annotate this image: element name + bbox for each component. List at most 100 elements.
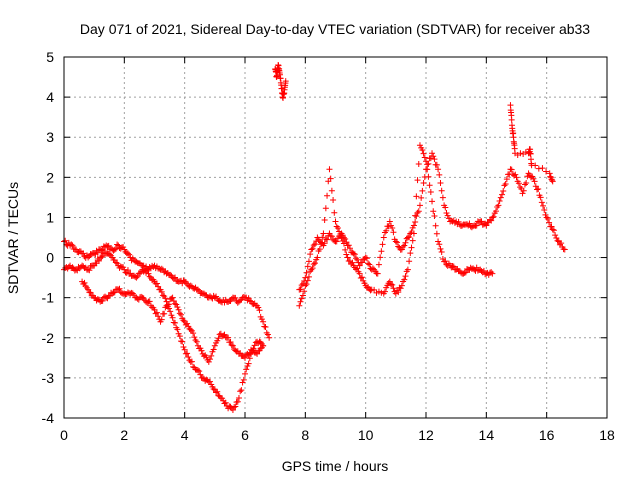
x-tick-label: 18 — [599, 427, 615, 443]
y-tick-label: 2 — [46, 169, 54, 185]
data-point — [340, 240, 347, 247]
data-point — [419, 187, 426, 194]
data-point — [185, 353, 192, 360]
data-point — [449, 263, 456, 270]
data-point — [188, 358, 195, 365]
data-point — [301, 288, 308, 295]
y-tick-label: -1 — [42, 290, 55, 306]
data-point — [513, 174, 520, 181]
data-point — [353, 255, 360, 262]
data-point — [344, 254, 351, 261]
data-point — [531, 178, 538, 185]
data-point — [242, 370, 248, 377]
data-point — [264, 331, 271, 338]
data-point — [432, 222, 439, 229]
data-point — [419, 146, 426, 153]
data-point — [380, 234, 387, 241]
data-point — [543, 214, 550, 221]
data-point — [339, 237, 346, 244]
data-point — [324, 236, 331, 243]
data-point — [69, 264, 76, 271]
data-point — [302, 282, 309, 289]
data-point — [406, 233, 413, 240]
data-point — [95, 257, 102, 264]
data-point — [519, 190, 526, 197]
data-point — [305, 258, 312, 265]
data-point — [444, 212, 451, 219]
data-point — [197, 371, 204, 378]
data-point — [266, 334, 273, 341]
data-point — [558, 240, 565, 247]
data-point — [322, 235, 329, 242]
data-point — [517, 150, 524, 157]
data-point — [404, 234, 411, 241]
data-point — [164, 301, 171, 308]
data-point — [234, 398, 241, 405]
data-point — [427, 189, 434, 196]
data-point — [438, 249, 445, 256]
data-point — [478, 218, 485, 225]
data-point — [297, 286, 304, 293]
data-point — [228, 342, 235, 349]
data-point — [416, 142, 423, 149]
data-point — [330, 196, 337, 203]
data-point — [194, 367, 201, 374]
y-axis-label: SDTVAR / TECUs — [5, 182, 21, 294]
data-point — [520, 187, 527, 194]
data-point — [333, 238, 340, 245]
data-point — [133, 274, 140, 281]
data-point — [395, 289, 402, 296]
data-point — [423, 158, 429, 165]
data-point — [503, 176, 510, 183]
data-point — [547, 173, 554, 180]
data-point — [435, 238, 442, 245]
data-point — [544, 215, 551, 222]
data-point — [420, 180, 427, 187]
data-point — [302, 274, 309, 281]
data-point — [404, 266, 411, 273]
data-point — [363, 255, 370, 262]
data-point — [415, 208, 422, 215]
data-point — [442, 204, 449, 211]
data-point — [366, 261, 373, 268]
data-point — [238, 387, 245, 394]
data-point — [537, 194, 544, 201]
data-point — [553, 235, 560, 242]
data-point — [532, 162, 539, 169]
data-point — [483, 222, 490, 229]
data-point — [111, 246, 118, 253]
data-point — [554, 237, 561, 244]
data-point — [176, 333, 183, 340]
data-point — [124, 250, 131, 257]
data-point — [232, 403, 239, 410]
data-point — [114, 241, 121, 248]
data-point — [356, 270, 363, 277]
data-point — [377, 254, 384, 261]
data-point — [310, 261, 317, 268]
data-point — [158, 288, 165, 295]
data-point — [416, 202, 423, 209]
data-point — [98, 254, 105, 261]
data-point — [496, 198, 503, 205]
data-point — [304, 263, 311, 270]
data-point — [169, 314, 176, 321]
data-point — [407, 250, 414, 257]
data-point — [187, 326, 194, 333]
data-point — [406, 258, 413, 265]
data-point — [437, 245, 444, 252]
data-point — [124, 267, 131, 274]
data-point — [515, 180, 522, 187]
data-point — [501, 182, 508, 189]
data-point — [311, 260, 318, 267]
data-point — [346, 245, 353, 252]
data-point — [420, 150, 427, 157]
data-point — [161, 310, 168, 317]
grid-lines — [64, 57, 607, 418]
data-point — [174, 326, 181, 333]
data-point — [172, 319, 179, 326]
data-point — [240, 376, 247, 383]
data-point — [308, 246, 315, 253]
data-point — [415, 161, 422, 168]
data-point — [309, 245, 316, 252]
